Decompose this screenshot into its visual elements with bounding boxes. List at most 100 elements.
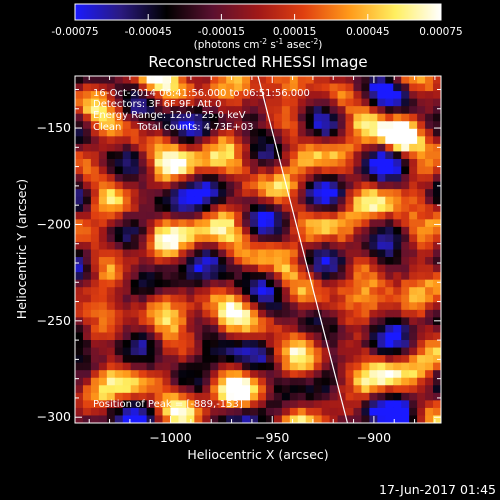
heatmap-cell (106, 158, 116, 168)
heatmap-cell (202, 121, 211, 130)
heatmap-cell (377, 415, 386, 423)
heatmap-cell (258, 234, 267, 243)
footer-timestamp: 17-Jun-2017 01:45 (379, 482, 496, 497)
heatmap-cell (385, 279, 394, 288)
heatmap-cell (393, 249, 402, 258)
heatmap-cell (146, 219, 156, 228)
heatmap-cell (258, 136, 267, 145)
heatmap-cell (377, 83, 386, 92)
heatmap-cell (98, 347, 108, 356)
heatmap-cell (377, 151, 386, 160)
heatmap-cell (409, 407, 418, 417)
heatmap-cell (417, 121, 426, 130)
heatmap-cell (385, 287, 394, 296)
heatmap-cell (297, 332, 307, 341)
heatmap-cell (146, 355, 156, 364)
heatmap-cell (194, 392, 203, 401)
heatmap-cell (82, 302, 92, 311)
heatmap-cell (409, 181, 418, 190)
heatmap-cell (297, 196, 307, 205)
heatmap-cell (82, 264, 92, 273)
heatmap-cell (75, 158, 84, 168)
heatmap-cell (258, 211, 267, 220)
heatmap-cell (210, 189, 219, 198)
heatmap-cell (329, 136, 339, 145)
heatmap-cell (194, 287, 203, 296)
heatmap-cell (82, 204, 92, 213)
heatmap-cell (82, 106, 92, 115)
heatmap-cell (90, 264, 100, 273)
heatmap-cell (234, 377, 243, 386)
heatmap-cell (305, 302, 315, 311)
heatmap-cell (265, 158, 275, 168)
heatmap-cell (138, 377, 148, 386)
heatmap-cell (90, 317, 100, 326)
heatmap-cell (162, 355, 172, 364)
heatmap-cell (337, 98, 347, 107)
heatmap-cell (202, 113, 211, 122)
heatmap-cell (250, 98, 259, 107)
heatmap-cell (281, 362, 291, 371)
heatmap-cell (265, 385, 275, 394)
heatmap-cell (90, 272, 100, 281)
heatmap-cell (425, 355, 434, 364)
heatmap-cell (186, 174, 195, 183)
heatmap-cell (170, 407, 180, 417)
heatmap-cell (250, 196, 259, 205)
heatmap-cell (265, 317, 275, 326)
heatmap-cell (75, 83, 84, 92)
heatmap-cell (138, 309, 148, 318)
heatmap-cell (250, 257, 259, 266)
heatmap-cell (345, 211, 355, 220)
heatmap-cell (98, 121, 108, 130)
heatmap-cell (297, 158, 307, 168)
heatmap-cell (114, 211, 124, 220)
heatmap-cell (250, 189, 259, 198)
heatmap-cell (265, 234, 275, 243)
heatmap-cell (114, 106, 124, 115)
heatmap-cell (433, 287, 441, 296)
heatmap-cell (130, 106, 140, 115)
heatmap-cell (154, 287, 164, 296)
heatmap-cell (90, 370, 100, 379)
heatmap-cell (146, 392, 156, 401)
heatmap-cell (273, 385, 283, 394)
heatmap-cell (202, 219, 211, 228)
heatmap-cell (385, 158, 394, 168)
heatmap-cell (226, 151, 235, 160)
heatmap-cell (385, 294, 394, 303)
heatmap-cell (170, 136, 180, 145)
heatmap-cell (242, 400, 251, 409)
heatmap-cell (305, 226, 315, 236)
heatmap-cell (186, 219, 195, 228)
heatmap-cell (114, 234, 124, 243)
heatmap-cell (425, 324, 434, 334)
heatmap-cell (194, 347, 203, 356)
heatmap-cell (154, 136, 164, 145)
heatmap-cell (258, 377, 267, 386)
heatmap-cell (82, 400, 92, 409)
heatmap-cell (273, 347, 283, 356)
heatmap-cell (162, 143, 172, 153)
heatmap-cell (417, 166, 426, 175)
heatmap-cell (210, 241, 219, 251)
heatmap-cell (75, 174, 84, 183)
heatmap-cell (409, 83, 418, 92)
heatmap-cell (377, 166, 386, 175)
heatmap-cell (242, 385, 251, 394)
heatmap-cell (242, 332, 251, 341)
heatmap-cell (385, 370, 394, 379)
heatmap-cell (194, 174, 203, 183)
heatmap-cell (401, 241, 410, 251)
heatmap-cell (297, 136, 307, 145)
heatmap-cell (425, 189, 434, 198)
heatmap-cell (345, 166, 355, 175)
heatmap-cell (353, 219, 363, 228)
heatmap-cell (297, 287, 307, 296)
heatmap-cell (361, 226, 370, 236)
heatmap-cell (361, 385, 370, 394)
heatmap-cell (154, 91, 164, 100)
heatmap-cell (258, 121, 267, 130)
heatmap-cell (218, 219, 227, 228)
heatmap-cell (361, 128, 370, 137)
